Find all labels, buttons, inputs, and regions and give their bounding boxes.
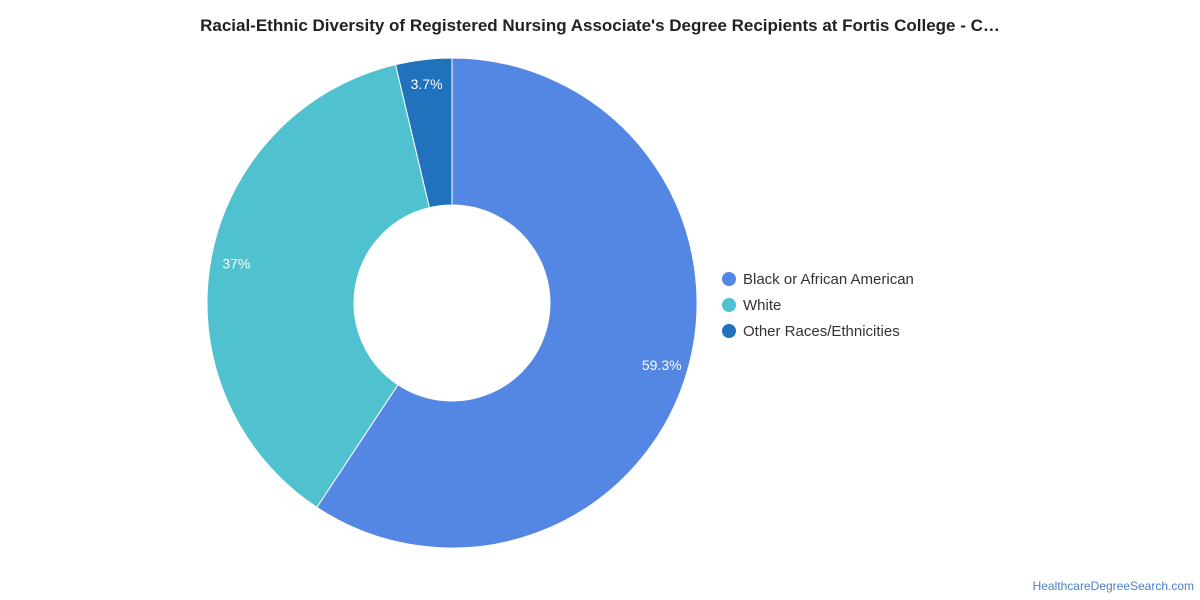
slice-data-label-1: 37% — [222, 255, 250, 271]
legend-swatch — [722, 324, 736, 338]
legend-item-white[interactable]: White — [722, 292, 914, 318]
legend-label: Black or African American — [743, 270, 914, 288]
legend-swatch — [722, 272, 736, 286]
chart-title: Racial-Ethnic Diversity of Registered Nu… — [200, 16, 1000, 35]
legend-label: Other Races/Ethnicities — [743, 322, 900, 340]
donut-slice-0[interactable] — [316, 57, 698, 549]
legend-label: White — [743, 296, 782, 314]
donut-slice-2[interactable] — [394, 57, 453, 209]
donut-slice-1[interactable] — [206, 63, 431, 509]
legend-item-other-races-ethnicities[interactable]: Other Races/Ethnicities — [722, 318, 914, 344]
slice-data-label-0: 59.3% — [642, 357, 682, 373]
source-link[interactable]: HealthcareDegreeSearch.com — [1032, 579, 1194, 593]
slice-data-label-2: 3.7% — [411, 76, 443, 92]
legend-swatch — [722, 298, 736, 312]
chart-legend: Black or African American White Other Ra… — [722, 266, 914, 344]
legend-item-black-or-african-american[interactable]: Black or African American — [722, 266, 914, 292]
